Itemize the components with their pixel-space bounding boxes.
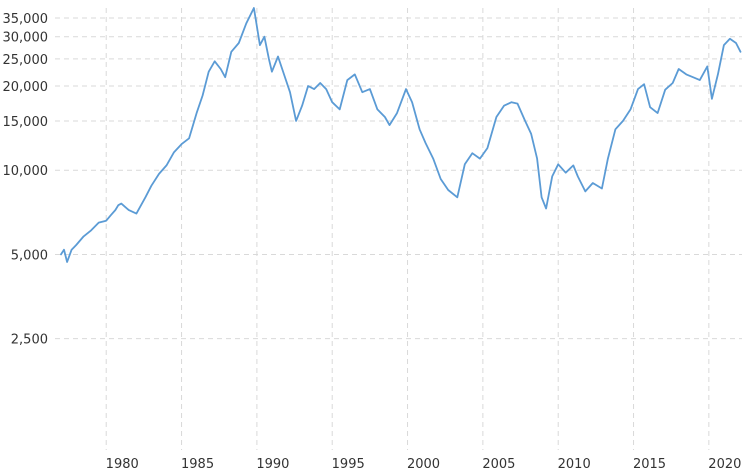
- y-tick-label: 2,500: [11, 333, 48, 348]
- x-tick-label: 1980: [106, 457, 139, 472]
- series-layer: [60, 7, 742, 263]
- y-tick-label: 5,000: [11, 248, 48, 263]
- x-tick-label: 2005: [482, 457, 515, 472]
- x-tick-label: 1990: [256, 457, 289, 472]
- y-tick-label: 20,000: [3, 80, 49, 95]
- x-tick-label: 1985: [181, 457, 214, 472]
- y-tick-label: 10,000: [3, 164, 49, 179]
- axes: 2,500 5,000 10,000 15,000 20,000 25,000 30,000…: [3, 12, 742, 472]
- y-tick-label: 25,000: [3, 53, 49, 68]
- x-tick-label: 2020: [708, 457, 741, 472]
- x-tick-label: 2010: [558, 457, 591, 472]
- y-tick-label: 30,000: [3, 31, 49, 46]
- y-tick-label: 15,000: [3, 115, 49, 130]
- x-tick-label: 2015: [633, 457, 666, 472]
- x-tick-label: 1995: [332, 457, 365, 472]
- series-line: [60, 7, 742, 263]
- x-tick-label: 2000: [407, 457, 440, 472]
- grid: [55, 8, 742, 450]
- y-tick-label: 35,000: [3, 12, 49, 27]
